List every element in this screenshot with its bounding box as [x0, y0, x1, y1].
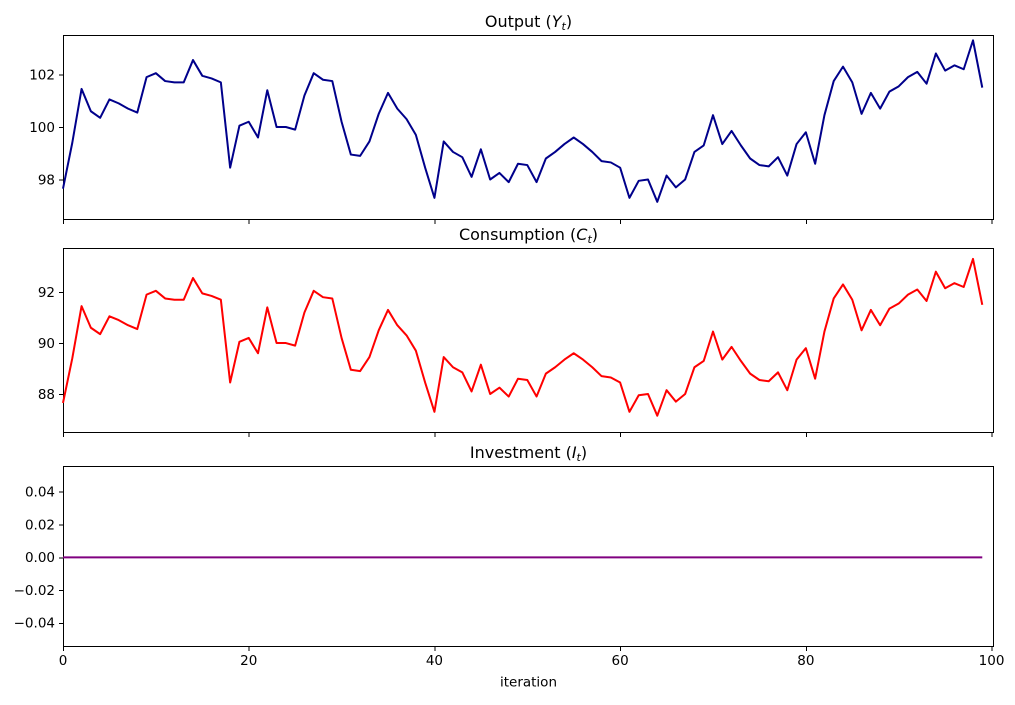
y-tick-label-consumption: 88: [38, 387, 55, 403]
y-tick-label-investment: −0.04: [14, 616, 55, 632]
chart-title-investment: Investment (It): [470, 443, 587, 464]
chart-title-output: Output (Yt): [485, 12, 572, 33]
x-axis-label: iteration: [500, 675, 557, 691]
y-tick-label-output: 100: [29, 120, 55, 136]
x-tick-label: 100: [979, 653, 1005, 669]
x-tick-label: 80: [797, 653, 814, 669]
y-tick-label-output: 102: [29, 67, 55, 83]
x-tick-label: 20: [240, 653, 257, 669]
axes-frame-output: [63, 35, 994, 220]
y-tick-label-investment: 0.02: [25, 517, 55, 533]
x-tick-label: 0: [59, 653, 68, 669]
output-line: [62, 39, 984, 203]
y-tick-label-investment: 0.00: [25, 550, 55, 566]
y-tick-label-consumption: 92: [38, 285, 55, 301]
x-tick-label: 60: [612, 653, 629, 669]
axes-frame-consumption: [63, 248, 994, 433]
x-tick-label: 40: [426, 653, 443, 669]
y-tick-label-investment: −0.02: [14, 583, 55, 599]
y-tick-label-output: 98: [38, 172, 55, 188]
y-tick-label-consumption: 90: [38, 336, 55, 352]
chart-title-consumption: Consumption (Ct): [459, 225, 598, 246]
y-tick-label-investment: 0.04: [25, 485, 55, 501]
consumption-line: [62, 257, 984, 417]
